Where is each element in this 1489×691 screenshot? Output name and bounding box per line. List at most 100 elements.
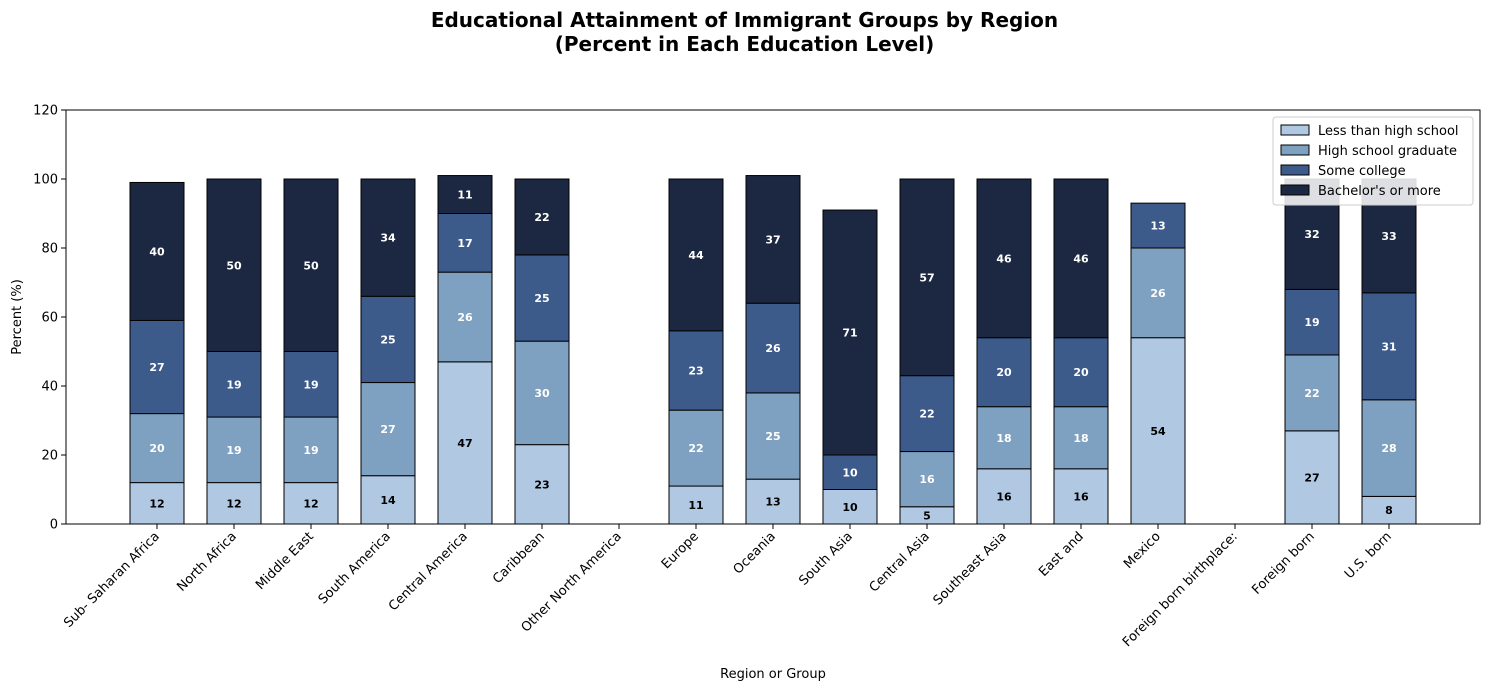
y-tick-label-120: 120	[33, 104, 58, 119]
data-label-southeast-asia-less-than-high-school: 16	[996, 490, 1012, 503]
data-label-mexico-high-school-graduate: 26	[1150, 287, 1166, 300]
data-label-north-africa-bachelor-s-or-more: 50	[226, 259, 242, 272]
data-label-east-and-less-than-high-school: 16	[1073, 490, 1089, 503]
data-label-north-africa-less-than-high-school: 12	[226, 497, 241, 510]
bar-mexico-high-school-graduate	[1130, 247, 1186, 339]
data-label-u-s-born-high-school-graduate: 28	[1381, 442, 1396, 455]
data-label-middle-east-some-college: 19	[303, 378, 318, 391]
data-label-east-and-some-college: 20	[1073, 366, 1089, 379]
y-tick-label-0: 0	[50, 518, 58, 533]
legend-swatch-high-school-graduate	[1280, 144, 1310, 156]
data-label-southeast-asia-bachelor-s-or-more: 46	[996, 252, 1012, 265]
x-tick-label-sub-saharan-africa: Sub- Saharan Africa	[61, 529, 163, 631]
bar-middle-east-high-school-graduate	[283, 416, 339, 484]
x-tick-label-middle-east: Middle East	[253, 529, 317, 593]
x-tick-label-caribbean: Caribbean	[490, 529, 548, 587]
bar-central-asia-bachelor-s-or-more	[899, 178, 955, 377]
x-tick-label-north-africa: North Africa	[174, 529, 239, 594]
data-label-u-s-born-bachelor-s-or-more: 33	[1381, 230, 1396, 243]
x-tick-label-oceania: Oceania	[731, 529, 779, 577]
bar-u-s-born-some-college	[1361, 292, 1417, 401]
y-tick-label-40: 40	[41, 380, 58, 395]
data-label-sub-saharan-africa-some-college: 27	[149, 361, 164, 374]
bar-sub-saharan-africa-high-school-graduate	[129, 413, 185, 484]
bar-north-africa-bachelor-s-or-more	[206, 178, 262, 352]
bar-central-asia-high-school-graduate	[899, 451, 955, 508]
bar-southeast-asia-some-college	[976, 337, 1032, 408]
data-label-central-asia-less-than-high-school: 5	[923, 509, 931, 522]
data-label-europe-less-than-high-school: 11	[688, 499, 703, 512]
data-label-caribbean-less-than-high-school: 23	[534, 478, 549, 491]
bar-south-america-bachelor-s-or-more	[360, 178, 416, 297]
bar-southeast-asia-bachelor-s-or-more	[976, 178, 1032, 339]
data-label-foreign-born-high-school-graduate: 22	[1304, 387, 1319, 400]
legend-label-some-college: Some college	[1318, 164, 1406, 179]
data-label-sub-saharan-africa-high-school-graduate: 20	[149, 442, 165, 455]
data-label-north-africa-high-school-graduate: 19	[226, 444, 241, 457]
x-tick-label-south-america: South America	[316, 529, 394, 607]
chart-title-line-1: Educational Attainment of Immigrant Grou…	[430, 8, 1059, 32]
data-label-south-america-some-college: 25	[380, 333, 395, 346]
data-label-middle-east-high-school-graduate: 19	[303, 444, 318, 457]
bar-north-africa-high-school-graduate	[206, 416, 262, 484]
data-label-north-africa-some-college: 19	[226, 378, 241, 391]
bar-foreign-born-some-college	[1284, 288, 1340, 356]
bar-east-and-some-college	[1053, 337, 1109, 408]
data-label-europe-high-school-graduate: 22	[688, 442, 703, 455]
data-label-sub-saharan-africa-less-than-high-school: 12	[149, 497, 164, 510]
bar-central-america-bachelor-s-or-more	[437, 175, 493, 215]
bar-foreign-born-less-than-high-school	[1284, 430, 1340, 525]
x-tick-label-east-and: East and	[1036, 529, 1087, 580]
data-label-foreign-born-bachelor-s-or-more: 32	[1304, 228, 1319, 241]
data-label-caribbean-high-school-graduate: 30	[534, 387, 550, 400]
data-label-middle-east-bachelor-s-or-more: 50	[303, 259, 319, 272]
data-label-oceania-high-school-graduate: 25	[765, 430, 780, 443]
data-label-oceania-some-college: 26	[765, 342, 781, 355]
bar-u-s-born-less-than-high-school	[1361, 495, 1417, 525]
x-tick-label-europe: Europe	[659, 529, 702, 572]
data-label-south-america-bachelor-s-or-more: 34	[380, 232, 396, 245]
x-tick-label-central-asia: Central Asia	[867, 529, 933, 595]
bar-north-africa-less-than-high-school	[206, 482, 262, 525]
bar-middle-east-some-college	[283, 351, 339, 418]
legend-label-bachelor-s-or-more: Bachelor's or more	[1318, 184, 1441, 199]
y-tick-label-20: 20	[41, 449, 58, 464]
data-label-middle-east-less-than-high-school: 12	[303, 497, 318, 510]
data-label-south-america-less-than-high-school: 14	[380, 494, 396, 507]
data-label-europe-bachelor-s-or-more: 44	[688, 249, 704, 262]
data-label-south-asia-bachelor-s-or-more: 71	[842, 327, 857, 340]
y-tick-label-100: 100	[33, 173, 58, 188]
x-tick-label-foreign-born: Foreign born	[1249, 529, 1317, 597]
data-label-southeast-asia-some-college: 20	[996, 366, 1012, 379]
data-label-foreign-born-some-college: 19	[1304, 316, 1319, 329]
legend-swatch-some-college	[1280, 164, 1310, 176]
data-label-central-america-bachelor-s-or-more: 11	[457, 189, 472, 202]
legend-swatch-less-than-high-school	[1280, 124, 1310, 136]
data-label-south-asia-less-than-high-school: 10	[842, 501, 858, 514]
data-label-central-america-less-than-high-school: 47	[457, 437, 472, 450]
data-label-mexico-some-college: 13	[1150, 220, 1165, 233]
bar-sub-saharan-africa-some-college	[129, 319, 185, 415]
data-label-oceania-less-than-high-school: 13	[765, 496, 780, 509]
data-label-east-and-bachelor-s-or-more: 46	[1073, 252, 1089, 265]
bar-south-america-high-school-graduate	[360, 382, 416, 477]
data-label-central-asia-high-school-graduate: 16	[919, 473, 935, 486]
chart-title-line-2: (Percent in Each Education Level)	[554, 32, 935, 56]
bar-oceania-some-college	[745, 302, 801, 394]
data-label-caribbean-some-college: 25	[534, 292, 549, 305]
bar-caribbean-bachelor-s-or-more	[514, 178, 570, 256]
bar-foreign-born-high-school-graduate	[1284, 354, 1340, 432]
bar-mexico-less-than-high-school	[1130, 337, 1186, 525]
data-label-u-s-born-less-than-high-school: 8	[1385, 504, 1393, 517]
bar-u-s-born-high-school-graduate	[1361, 399, 1417, 497]
y-tick-label-60: 60	[41, 311, 58, 326]
data-label-south-america-high-school-graduate: 27	[380, 423, 395, 436]
y-axis-label: Percent (%)	[10, 279, 25, 355]
x-tick-label-south-asia: South Asia	[796, 529, 856, 589]
bar-europe-less-than-high-school	[668, 485, 724, 525]
bar-middle-east-bachelor-s-or-more	[283, 178, 339, 352]
data-label-europe-some-college: 23	[688, 364, 703, 377]
bar-mexico-some-college	[1130, 202, 1186, 249]
data-label-mexico-less-than-high-school: 54	[1150, 425, 1166, 438]
